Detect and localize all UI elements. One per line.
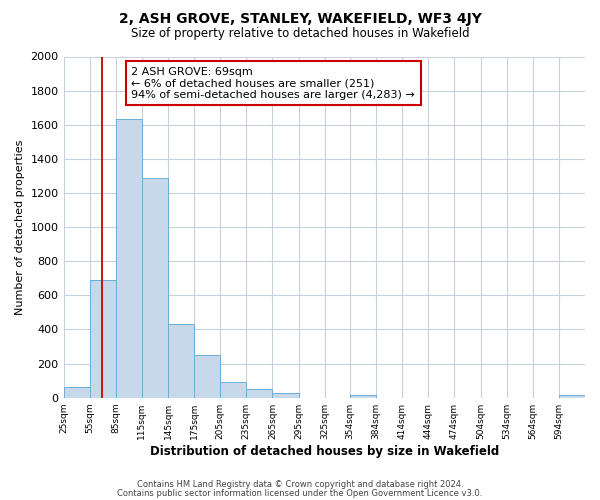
Text: Size of property relative to detached houses in Wakefield: Size of property relative to detached ho… (131, 28, 469, 40)
Text: Contains HM Land Registry data © Crown copyright and database right 2024.: Contains HM Land Registry data © Crown c… (137, 480, 463, 489)
Bar (220, 382, 247, 398)
Text: 2, ASH GROVE, STANLEY, WAKEFIELD, WF3 4JY: 2, ASH GROVE, STANLEY, WAKEFIELD, WF3 4J… (119, 12, 481, 26)
Y-axis label: Number of detached properties: Number of detached properties (15, 140, 25, 315)
Bar (350, 395, 376, 398)
Bar (168, 324, 194, 398)
Bar (272, 392, 299, 398)
Text: 2 ASH GROVE: 69sqm
← 6% of detached houses are smaller (251)
94% of semi-detache: 2 ASH GROVE: 69sqm ← 6% of detached hous… (131, 66, 415, 100)
Bar (64, 386, 89, 398)
X-axis label: Distribution of detached houses by size in Wakefield: Distribution of detached houses by size … (149, 444, 499, 458)
Bar (247, 389, 272, 398)
Bar (116, 119, 142, 398)
Bar (194, 355, 220, 398)
Bar (89, 280, 116, 398)
Text: Contains public sector information licensed under the Open Government Licence v3: Contains public sector information licen… (118, 488, 482, 498)
Bar (559, 395, 585, 398)
Bar (142, 178, 168, 398)
